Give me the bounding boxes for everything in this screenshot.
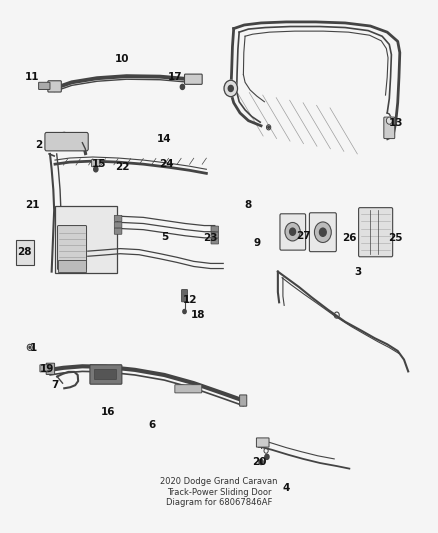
FancyBboxPatch shape bbox=[359, 208, 392, 257]
Text: 27: 27 bbox=[296, 231, 311, 241]
Text: 16: 16 bbox=[100, 407, 115, 417]
FancyBboxPatch shape bbox=[16, 240, 34, 265]
Text: 28: 28 bbox=[18, 247, 32, 257]
Circle shape bbox=[268, 126, 269, 128]
FancyBboxPatch shape bbox=[57, 225, 87, 270]
Text: 24: 24 bbox=[159, 159, 174, 169]
Text: 19: 19 bbox=[39, 364, 54, 374]
Circle shape bbox=[228, 85, 233, 92]
Text: 2: 2 bbox=[35, 140, 42, 150]
Text: 11: 11 bbox=[25, 72, 39, 82]
Text: 1: 1 bbox=[29, 343, 37, 353]
FancyBboxPatch shape bbox=[184, 74, 202, 84]
FancyBboxPatch shape bbox=[90, 365, 122, 384]
Text: 22: 22 bbox=[115, 161, 130, 172]
Circle shape bbox=[290, 228, 296, 235]
FancyBboxPatch shape bbox=[46, 363, 55, 375]
FancyBboxPatch shape bbox=[114, 228, 122, 235]
Circle shape bbox=[180, 84, 184, 90]
Text: 4: 4 bbox=[283, 482, 290, 492]
FancyBboxPatch shape bbox=[211, 232, 219, 238]
FancyBboxPatch shape bbox=[182, 289, 187, 302]
FancyBboxPatch shape bbox=[256, 438, 269, 447]
Circle shape bbox=[29, 346, 31, 349]
Circle shape bbox=[259, 459, 263, 465]
Circle shape bbox=[224, 80, 237, 96]
FancyBboxPatch shape bbox=[95, 369, 117, 379]
FancyBboxPatch shape bbox=[114, 222, 122, 228]
Text: 9: 9 bbox=[253, 238, 261, 248]
FancyBboxPatch shape bbox=[211, 226, 219, 232]
Text: 7: 7 bbox=[51, 380, 59, 390]
Text: 15: 15 bbox=[92, 159, 106, 169]
FancyBboxPatch shape bbox=[114, 215, 122, 222]
Text: 14: 14 bbox=[157, 134, 172, 143]
Circle shape bbox=[94, 167, 98, 172]
FancyBboxPatch shape bbox=[309, 213, 336, 252]
Text: 10: 10 bbox=[115, 54, 130, 64]
Text: 20: 20 bbox=[252, 457, 266, 467]
FancyBboxPatch shape bbox=[58, 260, 86, 272]
FancyBboxPatch shape bbox=[48, 81, 61, 92]
Text: 6: 6 bbox=[148, 420, 155, 430]
Text: 13: 13 bbox=[389, 118, 403, 128]
Text: 21: 21 bbox=[25, 200, 39, 210]
FancyBboxPatch shape bbox=[39, 82, 50, 90]
Text: 8: 8 bbox=[245, 200, 252, 210]
FancyBboxPatch shape bbox=[45, 132, 88, 151]
Text: 12: 12 bbox=[182, 295, 197, 305]
Text: 25: 25 bbox=[389, 233, 403, 244]
Text: 17: 17 bbox=[168, 72, 182, 82]
Circle shape bbox=[386, 117, 392, 124]
FancyBboxPatch shape bbox=[55, 206, 117, 273]
Circle shape bbox=[314, 222, 331, 243]
FancyBboxPatch shape bbox=[40, 365, 49, 372]
Text: 5: 5 bbox=[161, 232, 168, 242]
Text: 2020 Dodge Grand Caravan
Track-Power Sliding Door
Diagram for 68067846AF: 2020 Dodge Grand Caravan Track-Power Sli… bbox=[160, 477, 278, 507]
FancyBboxPatch shape bbox=[211, 238, 219, 244]
Text: 23: 23 bbox=[203, 233, 218, 244]
Circle shape bbox=[183, 310, 186, 313]
FancyBboxPatch shape bbox=[280, 214, 306, 250]
Circle shape bbox=[285, 222, 300, 241]
Text: 26: 26 bbox=[342, 233, 357, 244]
Text: 18: 18 bbox=[191, 310, 205, 320]
FancyBboxPatch shape bbox=[92, 159, 100, 167]
Circle shape bbox=[265, 454, 269, 459]
FancyBboxPatch shape bbox=[175, 385, 202, 393]
Text: 3: 3 bbox=[354, 266, 361, 277]
Circle shape bbox=[319, 228, 326, 236]
FancyBboxPatch shape bbox=[384, 117, 395, 139]
FancyBboxPatch shape bbox=[240, 395, 247, 406]
